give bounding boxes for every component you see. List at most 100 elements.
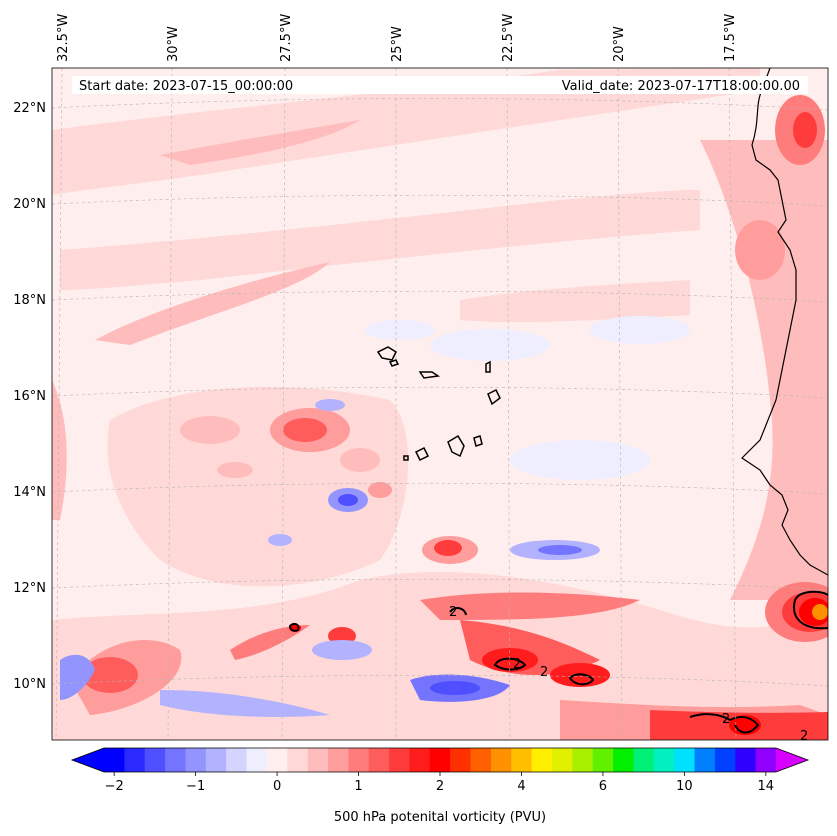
pv-contour-blob [312, 640, 372, 660]
colorbar-swatch [226, 748, 248, 772]
pv-contour-blob [340, 448, 380, 472]
island-outline [418, 371, 441, 379]
colorbar-swatch [124, 748, 146, 772]
colorbar-swatch [490, 748, 512, 772]
island-outline [376, 346, 397, 361]
colorbar-swatch [429, 748, 451, 772]
pv-contour-blob [510, 440, 650, 480]
pv-contour-blob [338, 494, 358, 506]
lat-label: 18°N [13, 293, 46, 308]
contour-label: 2 [722, 712, 730, 727]
pv-field: 2 2 2 2 2 [52, 68, 828, 744]
colorbar-swatch [450, 748, 472, 772]
map-frame [51, 67, 829, 741]
pv-contour-blob [283, 418, 327, 442]
lat-label: 20°N [13, 197, 46, 212]
longitude-labels: 32.5°W 30°W 27.5°W 25°W 22.5°W 20°W 17.5… [56, 14, 738, 62]
pv-contour-band [95, 262, 330, 345]
lon-label: 20°W [612, 26, 627, 62]
colorbar-tick-label: 0 [273, 779, 281, 794]
gridline-lon [55, 68, 63, 740]
colorbar-swatch [511, 748, 533, 772]
colorbar-swatch [144, 748, 166, 772]
pv-contour-blob [368, 482, 392, 498]
colorbar-swatch [328, 748, 349, 772]
colorbar-swatch [287, 748, 309, 772]
pv-contour-band [60, 654, 95, 700]
lat-label: 16°N [13, 389, 46, 404]
colorbar-label: 500 hPa potenital vorticity (PVU) [334, 810, 546, 825]
colorbar-tick-label: 14 [758, 779, 775, 794]
pv-contour-blob [434, 540, 462, 556]
colorbar-swatch [653, 748, 675, 772]
pv-contour-band [160, 120, 360, 165]
island-outline [487, 388, 501, 406]
colorbar-swatch [572, 748, 594, 772]
colorbar-swatch [714, 748, 736, 772]
lon-label: 27.5°W [279, 14, 294, 62]
pv-contour-blob [538, 545, 582, 555]
coastline-west-africa [741, 68, 828, 576]
island-outline [414, 446, 430, 462]
pv-contour-blob [430, 681, 480, 695]
pv-contour-band [230, 625, 310, 660]
lon-label: 22.5°W [501, 14, 516, 62]
pv-contour-band [420, 592, 640, 620]
lat-label: 12°N [13, 581, 46, 596]
colorbar-swatch [613, 748, 635, 772]
colorbar-swatch [470, 748, 492, 772]
start-date-label: Start date: 2023-07-15_00:00:00 [79, 79, 293, 94]
colorbar-tick-label: 6 [599, 779, 607, 794]
pv-contour-band [460, 280, 690, 323]
colorbar-swatch [735, 748, 757, 772]
pv-contour-blob [812, 604, 828, 620]
contour-label: 2 [449, 605, 457, 620]
pv-contour-blob [590, 316, 690, 344]
gridline-lat [52, 194, 828, 207]
contour-label: 2 [800, 729, 808, 744]
colorbar-swatch [205, 748, 227, 772]
colorbar-swatch [755, 748, 777, 772]
gridline-lon [506, 68, 511, 740]
pv-contour-band [60, 190, 700, 290]
pv-contour-blob [793, 112, 817, 148]
pv-contour-band [52, 380, 67, 520]
pv-2pvu-contour [493, 657, 527, 671]
colorbar-swatch [307, 748, 329, 772]
map-panel: 2 2 2 2 2 [51, 67, 829, 744]
latitude-labels: 22°N 20°N 18°N 16°N 14°N 12°N 10°N [13, 101, 46, 692]
gridline-lon [281, 68, 286, 740]
island-outline [447, 434, 465, 458]
colorbar-tick-label: −2 [105, 779, 124, 794]
pv-contour-band [52, 68, 760, 195]
pv-contour-blob [180, 416, 240, 444]
island-outline [388, 359, 400, 367]
gridline-lat [52, 290, 828, 303]
gridline-lat [52, 386, 828, 399]
colorbar-tick-label: −1 [186, 779, 205, 794]
colorbar-outline [70, 747, 810, 773]
island-outline [485, 360, 491, 373]
lon-label: 25°W [390, 26, 405, 62]
colorbar-swatch [266, 748, 288, 772]
gridline-lat [52, 578, 828, 591]
pv-contour-blob [268, 534, 292, 546]
colorbar-swatch [552, 748, 573, 772]
gridline-lat [52, 98, 828, 111]
colorbar-swatch [348, 748, 370, 772]
colorbar-swatch [368, 748, 390, 772]
pv-contour-band [700, 140, 828, 600]
gridline-lon [728, 68, 737, 740]
pv-contour-blob [217, 462, 253, 478]
pv-contour-blob [482, 648, 538, 672]
pv-contour-band [160, 690, 330, 717]
contour-label: 2 [540, 665, 548, 680]
colorbar-swatch [246, 748, 268, 772]
gridline-lon [617, 68, 623, 740]
cape-verde-islands [376, 346, 501, 462]
gridline-lat [52, 674, 828, 687]
pv-contour-blob [82, 657, 138, 693]
colorbar-swatches [104, 748, 777, 772]
lon-label: 17.5°W [723, 14, 738, 62]
